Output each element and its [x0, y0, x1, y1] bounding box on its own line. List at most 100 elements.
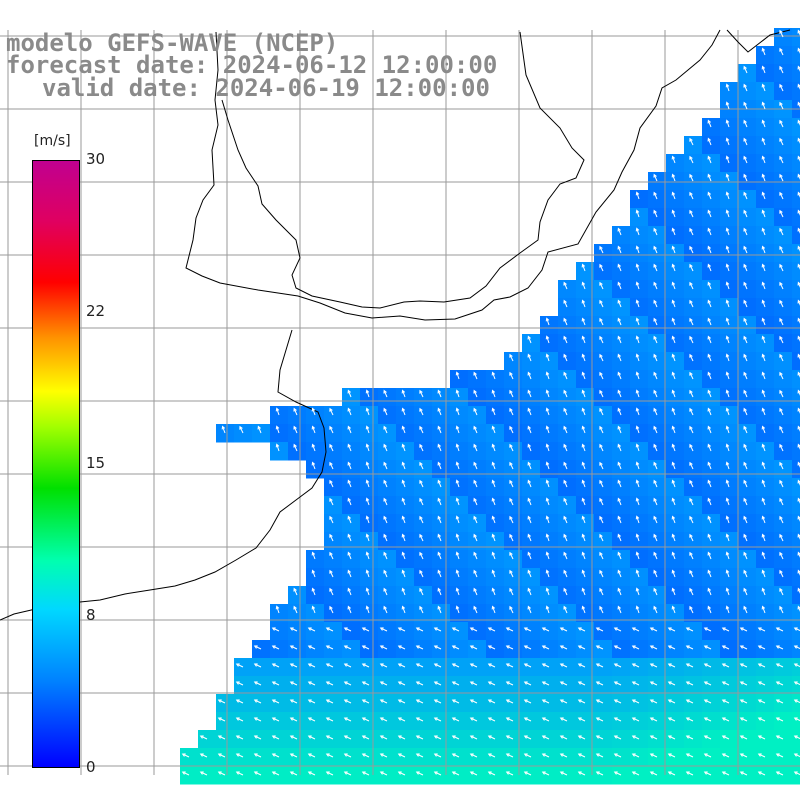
wind-cell: [342, 622, 361, 641]
wind-arrow: [599, 515, 604, 524]
wind-cell: [198, 730, 217, 749]
wind-arrow: [707, 371, 712, 380]
colorbar-tick-8: 8: [86, 606, 96, 624]
wind-cell: [630, 766, 649, 785]
wind-cell: [378, 514, 397, 533]
wind-cell: [612, 244, 631, 263]
wind-arrow: [635, 263, 640, 272]
wind-arrow: [581, 443, 586, 452]
wind-cell: [720, 262, 739, 281]
wind-arrow: [559, 771, 568, 776]
wind-arrow: [671, 533, 676, 542]
wind-cell: [522, 406, 541, 425]
wind-arrow: [599, 587, 604, 596]
wind-cell: [324, 406, 343, 425]
colorbar-unit: [m/s]: [34, 133, 71, 149]
wind-cell: [558, 676, 577, 695]
wind-arrow: [707, 245, 712, 254]
wind-arrow: [563, 371, 568, 380]
wind-cell: [396, 676, 415, 695]
wind-cell: [666, 370, 685, 389]
wind-arrow: [689, 281, 694, 290]
wind-arrow: [671, 335, 676, 344]
wind-arrow: [505, 645, 514, 650]
wind-arrow: [365, 515, 370, 524]
wind-arrow: [325, 663, 334, 668]
wind-cell: [378, 730, 397, 749]
wind-cell: [342, 550, 361, 569]
wind-arrow: [599, 479, 604, 488]
wind-arrow: [743, 461, 748, 470]
wind-arrow: [469, 699, 478, 704]
wind-arrow: [217, 771, 226, 776]
wind-cell: [468, 424, 487, 443]
wind-arrow: [559, 663, 568, 668]
wind-cell: [504, 568, 523, 587]
wind-arrow: [347, 497, 352, 506]
wind-arrow: [689, 497, 694, 506]
wind-arrow: [725, 389, 730, 398]
wind-cell: [180, 766, 199, 785]
wind-cell: [792, 622, 800, 641]
wind-cell: [396, 622, 415, 641]
wind-cell: [342, 730, 361, 749]
wind-cell: [792, 568, 800, 587]
wind-cell: [792, 208, 800, 227]
wind-cell: [504, 658, 523, 677]
wind-cell: [396, 748, 415, 767]
wind-arrow: [577, 735, 586, 740]
wind-cell: [576, 604, 595, 623]
wind-cell: [774, 478, 793, 497]
wind-cell: [756, 406, 775, 425]
wind-arrow: [617, 407, 622, 416]
wind-cell: [306, 550, 325, 569]
wind-cell: [468, 604, 487, 623]
wind-arrow: [329, 569, 334, 578]
wind-arrow: [613, 681, 622, 686]
wind-cell: [756, 568, 775, 587]
wind-arrow: [707, 407, 712, 416]
wind-arrow: [743, 587, 748, 596]
wind-cell: [324, 532, 343, 551]
wind-cell: [360, 586, 379, 605]
wind-arrow: [653, 227, 658, 236]
wind-arrow: [383, 389, 388, 398]
wind-arrow: [397, 753, 406, 758]
wind-cell: [738, 442, 757, 461]
wind-arrow: [455, 389, 460, 398]
wind-cell: [792, 532, 800, 551]
wind-arrow: [725, 245, 730, 254]
wind-cell: [450, 514, 469, 533]
wind-cell: [684, 604, 703, 623]
wind-arrow: [433, 681, 442, 686]
wind-arrow: [685, 735, 694, 740]
wind-arrow: [545, 371, 550, 380]
wind-cell: [522, 640, 541, 659]
wind-arrow: [509, 605, 514, 614]
wind-cell: [270, 424, 289, 443]
wind-arrow: [419, 587, 424, 596]
wind-arrow: [617, 353, 622, 362]
wind-cell: [594, 640, 613, 659]
wind-cell: [738, 154, 757, 173]
wind-arrow: [653, 335, 658, 344]
wind-arrow: [761, 119, 766, 128]
wind-cell: [324, 640, 343, 659]
wind-arrow: [437, 425, 442, 434]
wind-arrow: [595, 681, 604, 686]
wind-cell: [486, 406, 505, 425]
wind-arrow: [689, 551, 694, 560]
wind-cell: [774, 568, 793, 587]
wind-cell: [756, 640, 775, 659]
wind-arrow: [275, 425, 280, 434]
wind-arrow: [505, 681, 514, 686]
wind-cell: [396, 712, 415, 731]
wind-arrow: [563, 353, 568, 362]
wind-arrow: [545, 407, 550, 416]
wind-arrow: [289, 717, 298, 722]
wind-arrow: [725, 137, 730, 146]
wind-cell: [774, 370, 793, 389]
wind-cell: [720, 352, 739, 371]
wind-cell: [792, 586, 800, 605]
wind-cell: [522, 352, 541, 371]
